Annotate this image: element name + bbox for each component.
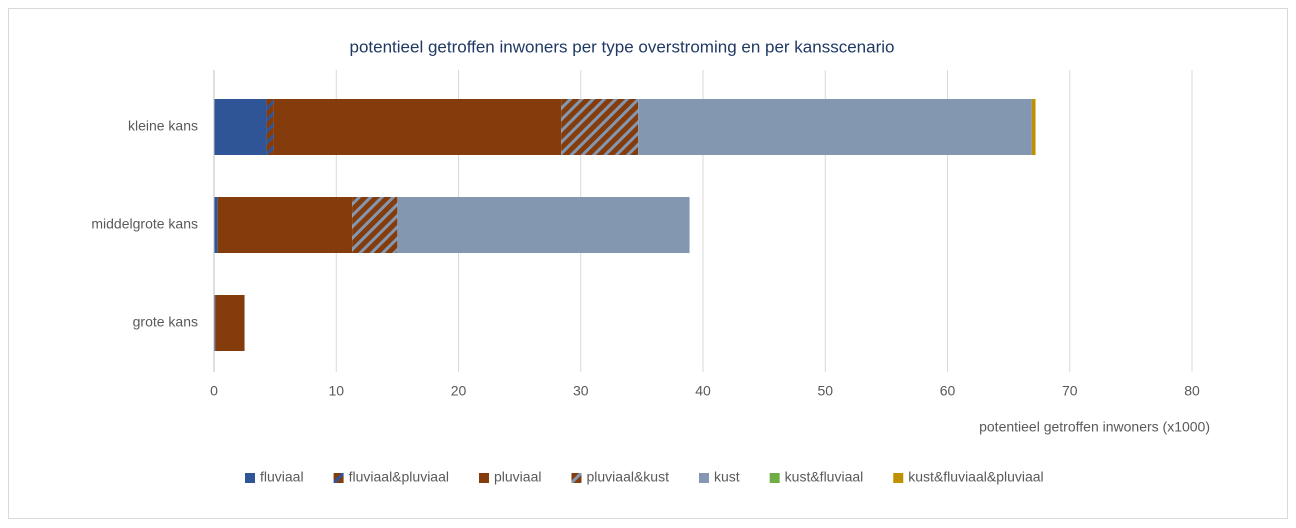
legend-label: fluviaal&pluviaal — [349, 469, 449, 485]
bar-segment — [273, 99, 562, 155]
legend-swatch — [893, 473, 904, 483]
legend-swatch — [571, 473, 582, 483]
x-tick-label: 20 — [451, 383, 467, 399]
x-tick-label: 10 — [328, 383, 344, 399]
legend-swatch — [333, 473, 344, 483]
bar-segment — [214, 295, 216, 351]
legend-label: fluviaal — [260, 469, 304, 485]
x-tick-label: 60 — [940, 383, 956, 399]
bar-segment — [352, 197, 398, 253]
legend-swatch — [698, 473, 709, 483]
bar-segment — [214, 99, 267, 155]
y-tick-label: grote kans — [133, 314, 198, 330]
x-tick-label: 80 — [1184, 383, 1200, 399]
x-tick-label: 0 — [210, 383, 218, 399]
x-tick-label: 50 — [817, 383, 833, 399]
x-tick-label: 40 — [695, 383, 711, 399]
bar-segment — [638, 99, 1032, 155]
bar-segment — [214, 197, 218, 253]
y-tick-label: middelgrote kans — [91, 216, 198, 232]
legend-label: kust — [714, 469, 740, 485]
bar-segment — [215, 295, 245, 351]
x-tick-label: 70 — [1062, 383, 1078, 399]
legend-label: kust&fluviaal — [785, 469, 864, 485]
legend-label: pluviaal — [494, 469, 541, 485]
legend-label: kust&fluviaal&pluviaal — [908, 469, 1043, 485]
chart-title: potentieel getroffen inwoners per type o… — [350, 37, 895, 56]
y-tick-label: kleine kans — [128, 118, 198, 134]
x-tick-label: 30 — [573, 383, 589, 399]
x-axis-label: potentieel getroffen inwoners (x1000) — [979, 419, 1210, 435]
bar-segment — [266, 99, 274, 155]
legend-swatch — [245, 473, 255, 483]
bar-segment — [1031, 99, 1036, 155]
legend-label: pluviaal&kust — [586, 469, 669, 485]
bar-segment — [397, 197, 690, 253]
bar-segment — [561, 99, 639, 155]
bar-segment — [217, 197, 353, 253]
legend-swatch — [769, 473, 780, 483]
chart-frame — [8, 8, 1288, 519]
legend-swatch — [479, 473, 489, 483]
